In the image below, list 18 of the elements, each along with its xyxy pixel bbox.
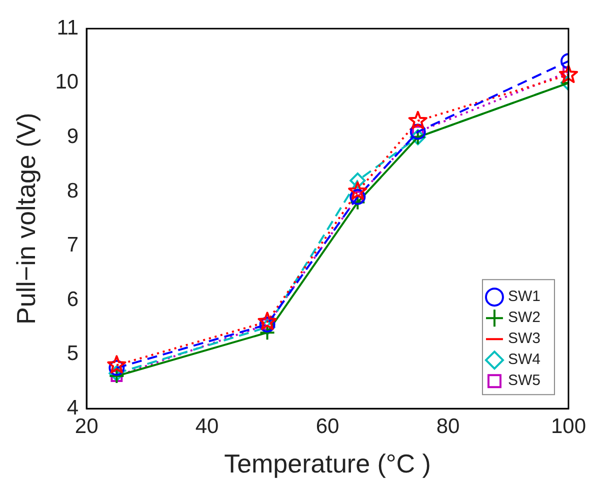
legend-label: SW1 — [508, 288, 540, 306]
x-tick-label: 40 — [195, 414, 219, 438]
legend-label: SW5 — [508, 372, 540, 390]
x-tick-label: 100 — [550, 414, 586, 438]
x-axis-title: Temperature (°C ) — [224, 448, 431, 479]
y-tick-label: 7 — [66, 234, 79, 257]
legend-label: SW2 — [508, 309, 540, 326]
y-tick-label: 6 — [66, 288, 79, 311]
y-tick-label: 8 — [66, 179, 79, 202]
y-tick-label: 10 — [55, 70, 79, 94]
legend-label: SW4 — [508, 351, 540, 368]
y-tick-label: 5 — [66, 342, 79, 366]
x-tick-label: 80 — [436, 414, 460, 438]
y-tick-label: 9 — [66, 124, 79, 148]
x-tick-label: 60 — [316, 414, 340, 438]
legend-label: SW3 — [508, 330, 540, 348]
y-axis-title: Pull−in voltage (V) — [10, 112, 41, 324]
y-tick-label: 11 — [56, 16, 79, 40]
